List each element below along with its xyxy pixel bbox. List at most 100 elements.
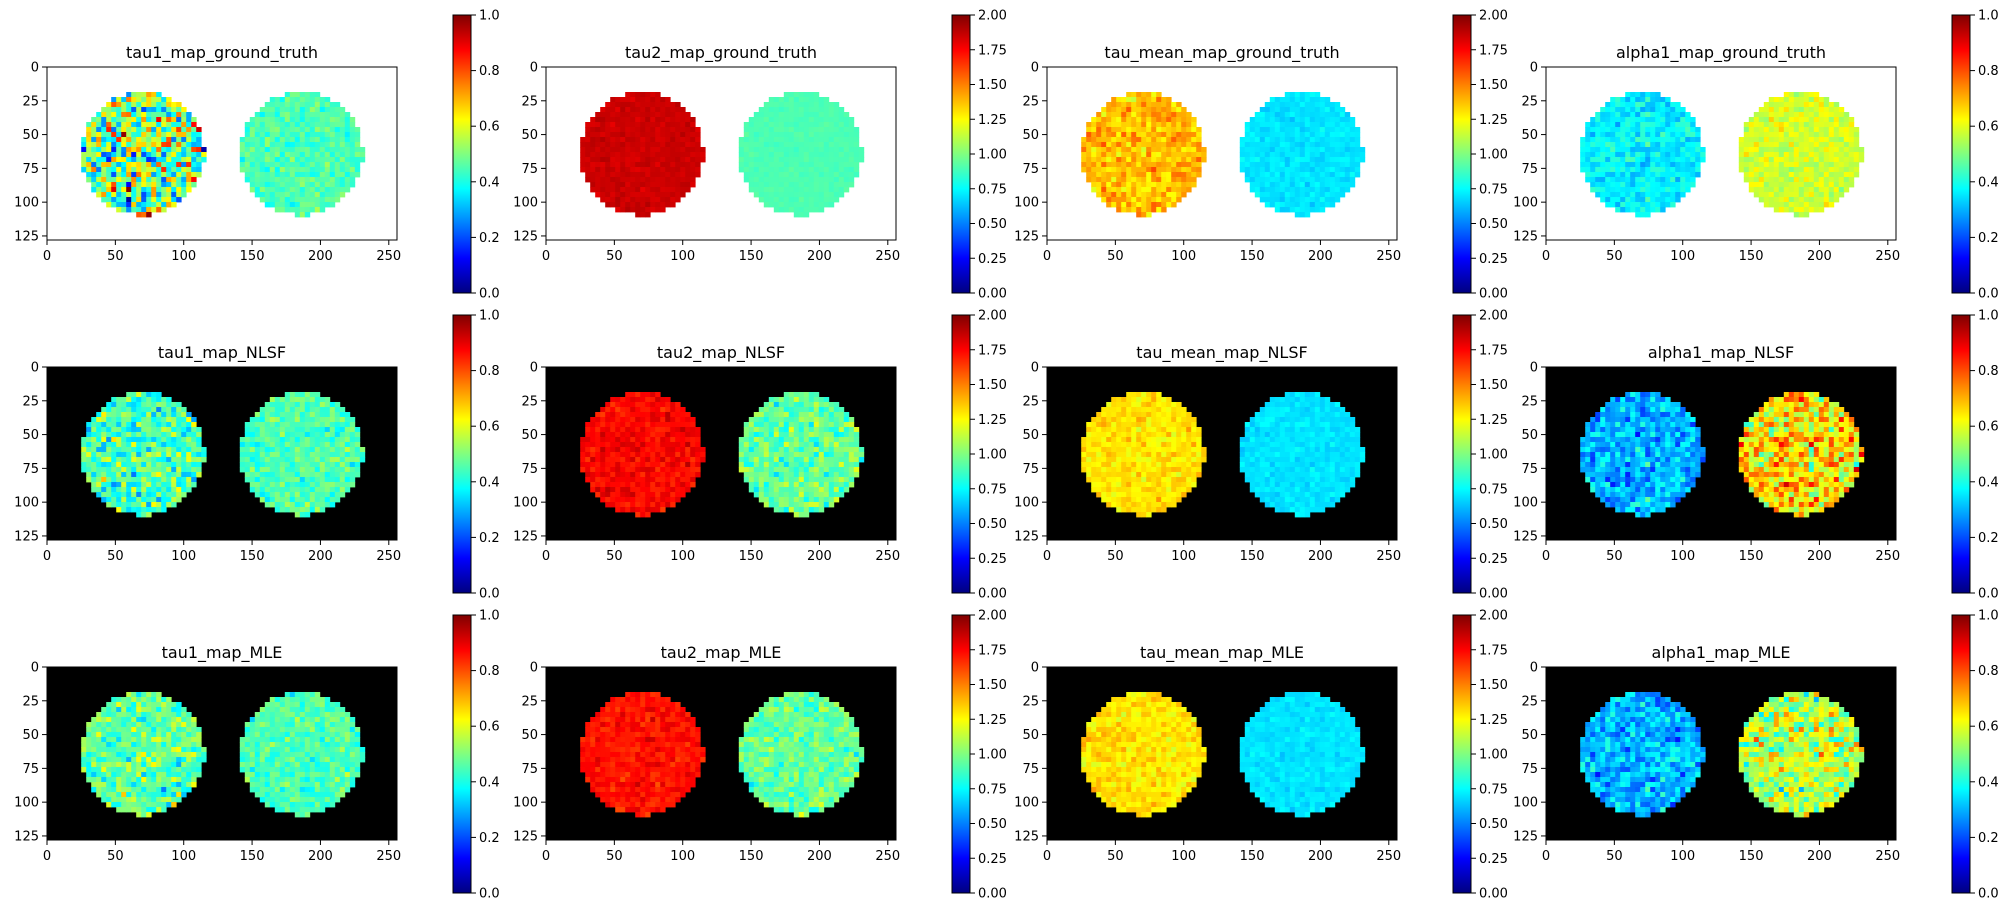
x-tick-label: 200 — [807, 849, 832, 864]
colorbar-tick-label: 1.75 — [978, 643, 1007, 658]
x-tick-label: 0 — [542, 849, 550, 864]
colorbar: 0.00.20.40.60.81.0 — [1952, 9, 1999, 302]
colorbar: 0.00.20.40.60.81.0 — [1952, 609, 1999, 902]
y-tick-label: 0 — [31, 61, 39, 76]
y-tick-label: 0 — [31, 661, 39, 676]
colorbar-tick-label: 0.00 — [1479, 287, 1508, 302]
subplot-title: alpha1_map_ground_truth — [1616, 43, 1826, 63]
subplot-title: tau_mean_map_MLE — [1140, 643, 1304, 663]
x-tick-label: 250 — [1376, 849, 1401, 864]
x-tick-label: 50 — [1107, 549, 1124, 564]
colorbar-tick-label: 1.00 — [978, 448, 1007, 463]
y-tick-label: 25 — [1022, 694, 1039, 709]
y-tick-label: 0 — [1530, 361, 1538, 376]
x-tick-label: 150 — [739, 549, 764, 564]
colorbar-tick-label: 1.0 — [1978, 309, 1999, 324]
x-tick-label: 0 — [542, 549, 550, 564]
colorbar-tick-label: 1.75 — [1479, 343, 1508, 358]
x-tick-label: 150 — [1240, 249, 1265, 264]
colorbar-tick-label: 1.50 — [978, 378, 1007, 393]
x-tick-label: 200 — [1807, 249, 1832, 264]
x-tick-label: 150 — [1240, 849, 1265, 864]
colorbar-tick-label: 0.4 — [479, 175, 500, 190]
y-tick-label: 0 — [530, 361, 538, 376]
colorbar-tick-label: 0.4 — [1978, 475, 1999, 490]
y-tick-label: 25 — [521, 94, 538, 109]
y-tick-label: 50 — [22, 728, 39, 743]
colorbar-tick-label: 0.6 — [479, 720, 500, 735]
colorbar-tick-label: 0.25 — [1479, 852, 1508, 867]
y-tick-label: 25 — [1521, 94, 1538, 109]
colorbar-tick-label: 0.2 — [1978, 231, 1999, 246]
colorbar-tick-label: 0.50 — [1479, 517, 1508, 532]
x-tick-label: 150 — [240, 549, 265, 564]
x-tick-label: 50 — [107, 849, 124, 864]
colorbar-tick-label: 0.75 — [1479, 482, 1508, 497]
colorbar-tick-label: 0.8 — [1978, 664, 1999, 679]
colorbar: 0.000.250.500.751.001.251.501.752.00 — [952, 9, 1007, 302]
y-tick-label: 50 — [1022, 728, 1039, 743]
y-tick-label: 125 — [1513, 229, 1538, 244]
x-tick-label: 200 — [1807, 549, 1832, 564]
colorbar-tick-label: 0.2 — [479, 231, 500, 246]
y-tick-label: 50 — [1022, 428, 1039, 443]
colorbar-tick-label: 1.00 — [978, 148, 1007, 163]
y-tick-label: 100 — [14, 796, 39, 811]
y-tick-label: 100 — [1513, 496, 1538, 511]
x-tick-label: 200 — [308, 249, 333, 264]
x-tick-label: 100 — [670, 849, 695, 864]
colorbar-tick-label: 0.75 — [978, 482, 1007, 497]
colorbar-gradient — [1952, 615, 1970, 893]
colorbar-tick-label: 0.0 — [1978, 287, 1999, 302]
x-tick-label: 0 — [43, 549, 51, 564]
x-tick-label: 200 — [308, 549, 333, 564]
colorbar-tick-label: 1.0 — [479, 609, 500, 624]
x-tick-label: 250 — [875, 849, 900, 864]
colorbar-tick-label: 1.00 — [978, 748, 1007, 763]
y-tick-label: 25 — [22, 394, 39, 409]
colorbar: 0.000.250.500.751.001.251.501.752.00 — [1453, 309, 1508, 602]
colorbar-tick-label: 0.6 — [1978, 120, 1999, 135]
subplot-title: tau2_map_ground_truth — [625, 43, 817, 63]
colorbar-tick-label: 0.0 — [479, 587, 500, 602]
colorbar-gradient — [1952, 315, 1970, 593]
y-tick-label: 0 — [1530, 661, 1538, 676]
colorbar-tick-label: 1.0 — [1978, 609, 1999, 624]
y-tick-label: 75 — [1022, 462, 1039, 477]
y-tick-label: 75 — [1521, 162, 1538, 177]
colorbar-tick-label: 0.4 — [479, 475, 500, 490]
y-tick-label: 125 — [1014, 529, 1039, 544]
x-tick-label: 0 — [1043, 849, 1051, 864]
x-tick-label: 100 — [1670, 549, 1695, 564]
colorbar-tick-label: 2.00 — [978, 609, 1007, 624]
y-tick-label: 125 — [14, 529, 39, 544]
x-tick-label: 150 — [1739, 549, 1764, 564]
y-tick-label: 100 — [513, 196, 538, 211]
x-tick-label: 0 — [43, 249, 51, 264]
y-tick-label: 25 — [521, 694, 538, 709]
colorbar-tick-label: 2.00 — [978, 9, 1007, 24]
y-tick-label: 0 — [1031, 661, 1039, 676]
colorbar-tick-label: 0.8 — [1978, 64, 1999, 79]
colorbar-gradient — [1952, 15, 1970, 293]
y-tick-label: 0 — [1031, 61, 1039, 76]
colorbar-tick-label: 1.75 — [978, 43, 1007, 58]
colorbar-tick-label: 0.4 — [479, 775, 500, 790]
colorbar-tick-label: 1.0 — [479, 309, 500, 324]
colorbar-tick-label: 0.25 — [1479, 552, 1508, 567]
y-tick-label: 75 — [22, 162, 39, 177]
x-tick-label: 150 — [240, 249, 265, 264]
x-tick-label: 50 — [606, 249, 623, 264]
colorbar-tick-label: 0.00 — [978, 587, 1007, 602]
y-tick-label: 50 — [22, 128, 39, 143]
x-tick-label: 0 — [1043, 549, 1051, 564]
y-tick-label: 125 — [1513, 529, 1538, 544]
colorbar-tick-label: 1.25 — [1479, 413, 1508, 428]
colorbar-gradient — [1453, 315, 1471, 593]
x-tick-label: 250 — [1875, 849, 1900, 864]
colorbar-tick-label: 1.25 — [1479, 713, 1508, 728]
x-tick-label: 100 — [1171, 249, 1196, 264]
y-tick-label: 50 — [1521, 128, 1538, 143]
